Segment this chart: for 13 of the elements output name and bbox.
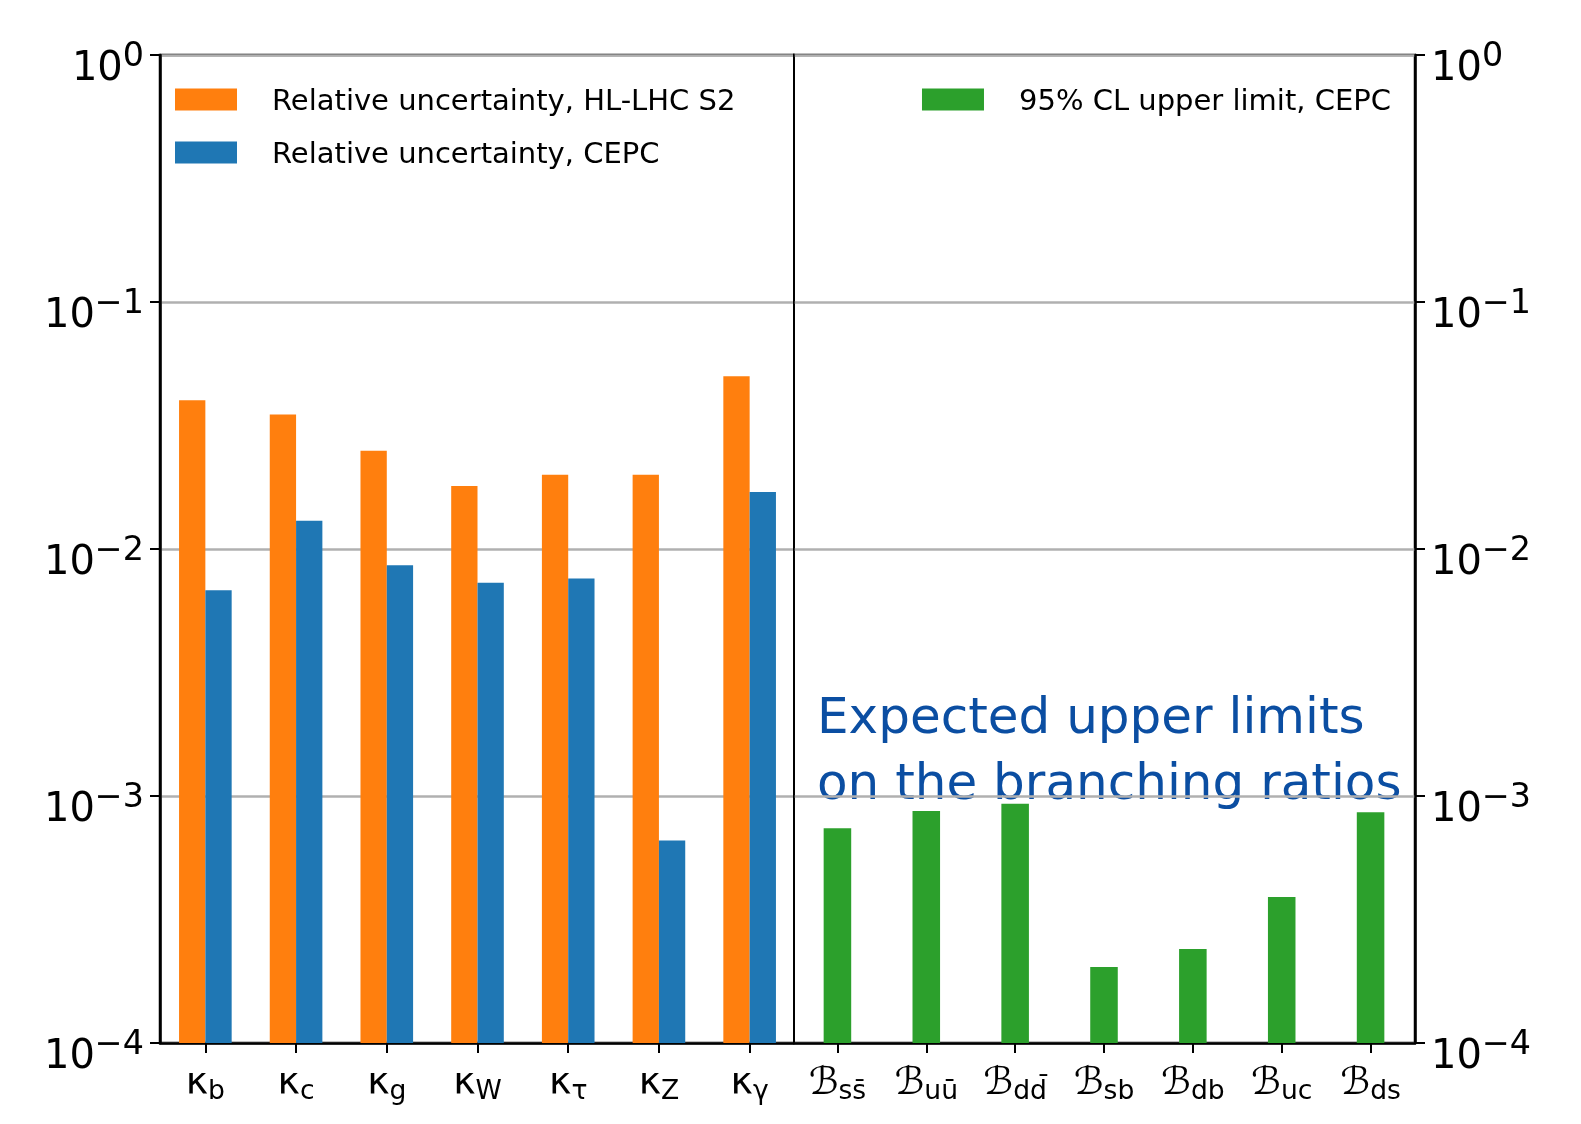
y2-tick-label: 10$^{−2}$ [1431,528,1532,584]
y-tick-label: 10$^{0}$ [71,34,144,90]
y2-tick-label: 10$^{0}$ [1431,34,1504,90]
legend-label: Relative uncertainty, HL-LHC S2 [272,82,736,117]
y-tick-label: 10$^{−4}$ [43,1022,144,1078]
y2-tick-label: 10$^{−3}$ [1431,775,1532,831]
y-tick-label: 10$^{−2}$ [43,528,144,584]
legend-label: Relative uncertainty, CEPC [272,135,660,170]
y-tick-label: 10$^{−3}$ [43,775,144,831]
y-tick-label: 10$^{−1}$ [43,281,144,337]
y2-tick-label: 10$^{−4}$ [1431,1022,1532,1078]
y2-tick-label: 10$^{−1}$ [1431,281,1532,337]
legend-label: 95% CL upper limit, CEPC [1018,82,1391,117]
